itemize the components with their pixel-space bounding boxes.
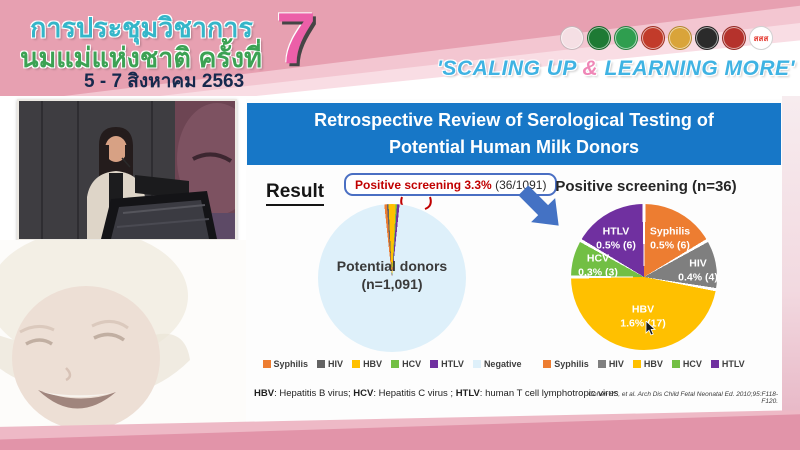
slide-title: Retrospective Review of Serological Test… — [247, 103, 781, 165]
callout-highlight: Positive screening 3.3% — [355, 178, 492, 192]
legend-potential-donors: Syphilis HIV HBV HCV HTLV Negative — [262, 359, 521, 369]
presenter-scene — [19, 101, 235, 239]
tagline-ampersand: & — [582, 57, 599, 80]
legend-swatch-hcv — [671, 360, 680, 368]
conference-tagline: 'SCALING UP & LEARNING MORE' — [375, 57, 795, 81]
green-health-org-logo — [587, 26, 611, 50]
pie-slice-label-htlv: HTLV 0.5% (6) — [596, 225, 636, 251]
legend-item: HIV — [317, 359, 343, 369]
pie-chart-positive-screening — [571, 204, 717, 350]
conference-title-line1: การประชุมวิชาการ — [30, 13, 253, 43]
legend-positive-screening: Syphilis HIV HBV HCV HTLV — [543, 359, 745, 369]
slide-title-line1: Retrospective Review of Serological Test… — [314, 110, 714, 130]
laptop — [135, 175, 189, 199]
pie-slice-label-hcv: HCV 0.3% (3) — [578, 252, 618, 278]
pediatric-society-logo — [695, 26, 719, 50]
pie-left-label-line2: (n=1,091) — [361, 276, 423, 293]
thai-health-sss-logo: สสส — [749, 26, 773, 50]
royal-college-crest-logo — [668, 26, 692, 50]
reference-citation: Cohen RS, et al. Arch Dis Child Fetal Ne… — [588, 391, 778, 405]
legend-item: Syphilis — [262, 359, 308, 369]
legend-item: HBV — [632, 359, 663, 369]
legend-item: HTLV — [430, 359, 464, 369]
legend-swatch-syphilis — [262, 360, 271, 368]
pie-right-title: Positive screening (n=36) — [555, 178, 737, 195]
mouse-cursor-icon — [645, 321, 656, 336]
result-heading: Result — [266, 181, 325, 206]
legend-item: Negative — [472, 359, 521, 369]
tagline-prefix: 'SCALING UP — [436, 57, 583, 80]
legend-swatch-syphilis — [543, 360, 552, 368]
right-pink-strip — [782, 96, 800, 450]
conference-header-banner: การประชุมวิชาการ นมแม่แห่งชาติ ครั้งที่ … — [0, 0, 800, 96]
legend-swatch-htlv — [710, 360, 719, 368]
legend-swatch-hcv — [391, 360, 400, 368]
abbreviation-footnote: HBV: Hepatitis B virus; HCV: Hepatitis C… — [254, 388, 619, 399]
positive-screening-callout: Positive screening 3.3% (36/1091) — [344, 173, 558, 196]
legend-swatch-hbv — [352, 360, 361, 368]
red-emblem-logo — [722, 26, 746, 50]
medical-council-logo — [614, 26, 638, 50]
pie-chart-potential-donors — [318, 204, 466, 352]
conference-date: 5 - 7 สิงหาคม 2563 — [84, 71, 245, 92]
university-crest-logo — [641, 26, 665, 50]
presentation-slide: Retrospective Review of Serological Test… — [246, 99, 782, 421]
presenter-face — [105, 136, 127, 162]
slide-title-line2: Potential Human Milk Donors — [388, 137, 640, 157]
legend-item: HCV — [391, 359, 421, 369]
legend-item: HCV — [671, 359, 702, 369]
legend-swatch-negative — [472, 360, 481, 368]
legend-item: HBV — [352, 359, 382, 369]
legend-item: Syphilis — [543, 359, 589, 369]
presenter-webcam-video — [17, 99, 237, 241]
tagline-suffix: LEARNING MORE' — [598, 57, 795, 80]
pie-slice-label-syphilis: Syphilis 0.5% (6) — [649, 225, 691, 251]
pie-left-center-label: Potential donors (n=1,091) — [318, 257, 466, 293]
conference-edition-number: 7 — [276, 0, 317, 79]
legend-swatch-hbv — [632, 360, 641, 368]
pie-slice-label-hbv: HBV 1.6% (17) — [620, 303, 666, 329]
legend-swatch-htlv — [430, 360, 439, 368]
legend-swatch-hiv — [317, 360, 326, 368]
mother-child-foundation-logo — [560, 26, 584, 50]
conference-title-line2: นมแม่แห่งชาติ ครั้งที่ — [20, 43, 262, 73]
callout-detail: (36/1091) — [491, 178, 547, 192]
pie-slice-label-hiv: HIV 0.4% (4) — [678, 257, 718, 283]
legend-item: HIV — [597, 359, 624, 369]
pie-left-label-line1: Potential donors — [336, 258, 448, 274]
legend-swatch-hiv — [597, 360, 606, 368]
baby-background-photo — [0, 230, 246, 436]
logo-row: สสส — [560, 26, 773, 50]
legend-item: HTLV — [710, 359, 745, 369]
arrow-right-down-icon — [518, 185, 559, 226]
